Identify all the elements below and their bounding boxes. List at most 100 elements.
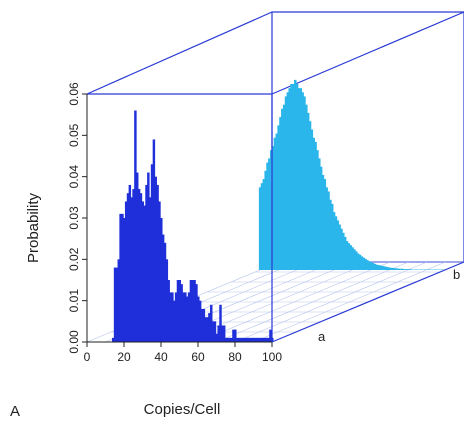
y-axis-title: Probability [25, 192, 42, 263]
x-axis-ticks: 0 20 40 60 80 100 [84, 342, 282, 364]
y-tick-label: 0.05 [67, 123, 81, 147]
histogram-bar-a [237, 337, 241, 342]
histogram-bar-a [115, 267, 119, 342]
histogram-bar-a [232, 329, 235, 342]
histogram-bar-b [299, 88, 303, 270]
histogram-bar-b [268, 158, 271, 270]
histogram-bar-a [189, 280, 193, 342]
histogram-bar-a [263, 337, 267, 342]
histogram-bar-a [147, 172, 150, 342]
histogram-bar-b [393, 268, 397, 270]
histogram-bar-b [327, 191, 330, 270]
histogram-bar-b [301, 92, 304, 271]
histogram-bar-a [130, 197, 133, 342]
histogram-bar-a [143, 205, 146, 342]
histogram-bar-b [258, 187, 262, 270]
histogram-bar-b [269, 150, 273, 270]
histogram-bar-a [217, 325, 220, 342]
histogram-bar-a [230, 337, 233, 342]
y-tick-label: 0.04 [67, 165, 81, 189]
histogram-bar-b [303, 96, 306, 271]
histogram-bar-b [336, 220, 340, 270]
histogram-bar-b [260, 183, 264, 270]
x-tick-label: 100 [262, 350, 282, 364]
y-axis-ticks: 0.00 0.01 0.02 0.03 0.04 0.05 0.06 [67, 82, 87, 354]
histogram-bar-b [325, 187, 328, 270]
histogram-bar-b [295, 84, 299, 270]
histogram-bar-a [241, 337, 244, 342]
histogram-bar-a [132, 189, 135, 342]
histogram-bar-a [245, 337, 248, 342]
histogram-bar-b [345, 241, 349, 270]
histogram-bar-b [392, 267, 395, 270]
histogram-bar-b [314, 141, 317, 270]
panel-label: A [10, 403, 20, 420]
histogram-bar-b [401, 268, 404, 270]
histogram-bar-b [343, 236, 347, 270]
histogram-bar-b [405, 269, 408, 270]
histogram-bar-a [137, 189, 141, 342]
histogram-bar-a [150, 164, 154, 342]
histogram-bar-a [184, 292, 187, 342]
histogram-bar-a [121, 213, 124, 342]
histogram-bar-a [173, 300, 176, 342]
histogram-bar-a [222, 325, 226, 342]
histogram-bar-b [406, 269, 410, 270]
histogram-bar-a [154, 176, 157, 342]
histogram-bar-a [178, 280, 182, 342]
series-b-histogram [258, 79, 447, 271]
histogram-bar-b [395, 268, 399, 270]
histogram-bar-a [202, 308, 206, 342]
histogram-bar-b [332, 212, 336, 270]
histogram-bar-b [338, 224, 341, 270]
histogram-bar-a [235, 337, 239, 342]
x-tick-label: 0 [84, 350, 91, 364]
histogram-bar-a [234, 329, 237, 342]
histogram-bar-a [161, 234, 165, 342]
histogram-bar-b [362, 257, 365, 270]
histogram-bar-b [373, 263, 377, 270]
depth-label-b: b [453, 267, 460, 282]
y-tick-label: 0.03 [67, 206, 81, 230]
histogram-bar-a [156, 184, 159, 342]
histogram-bar-a [267, 337, 270, 342]
histogram-bar-b [264, 170, 267, 270]
histogram-bar-a [160, 218, 163, 342]
histogram-bar-a [208, 313, 211, 342]
histogram-bar-a [126, 193, 130, 342]
histogram-bar-a [197, 296, 200, 342]
histogram-bar-a [200, 308, 204, 342]
histogram-bar-a [182, 292, 185, 342]
x-axis-title: Copies/Cell [144, 401, 221, 418]
histogram-bar-b [266, 162, 269, 270]
histogram-bar-b [292, 84, 295, 270]
histogram-bar-b [397, 268, 401, 270]
histogram-bar-b [305, 104, 308, 271]
histogram-bar-b [316, 150, 319, 270]
histogram-bar-b [375, 264, 378, 270]
histogram-bar-a [113, 267, 117, 342]
histogram-bar-b [334, 216, 338, 270]
histogram-bar-a [221, 325, 224, 342]
histogram-bar-b [331, 203, 334, 270]
histogram-bar-a [198, 300, 202, 342]
histogram-bar-b [273, 137, 277, 270]
histogram-bar-a [247, 337, 250, 342]
histogram-bar-a [148, 197, 152, 342]
histogram-bar-a [187, 292, 191, 342]
series-a-histogram [111, 110, 274, 343]
histogram-bar-b [290, 84, 293, 270]
histogram-bar-b [321, 174, 325, 270]
histogram-bar-a [111, 337, 115, 342]
histogram-bar-b [371, 262, 375, 270]
histogram-bar-b [284, 96, 288, 271]
histogram-bar-b [297, 88, 301, 270]
histogram-bar-a [124, 201, 128, 342]
histogram-bar-a [141, 201, 145, 342]
x-tick-label: 20 [117, 350, 131, 364]
histogram-bar-a [176, 280, 180, 342]
histogram-bar-b [353, 249, 356, 270]
histogram-bar-b [390, 267, 393, 270]
histogram-bar-a [174, 292, 178, 342]
histogram-bar-b [377, 265, 380, 270]
